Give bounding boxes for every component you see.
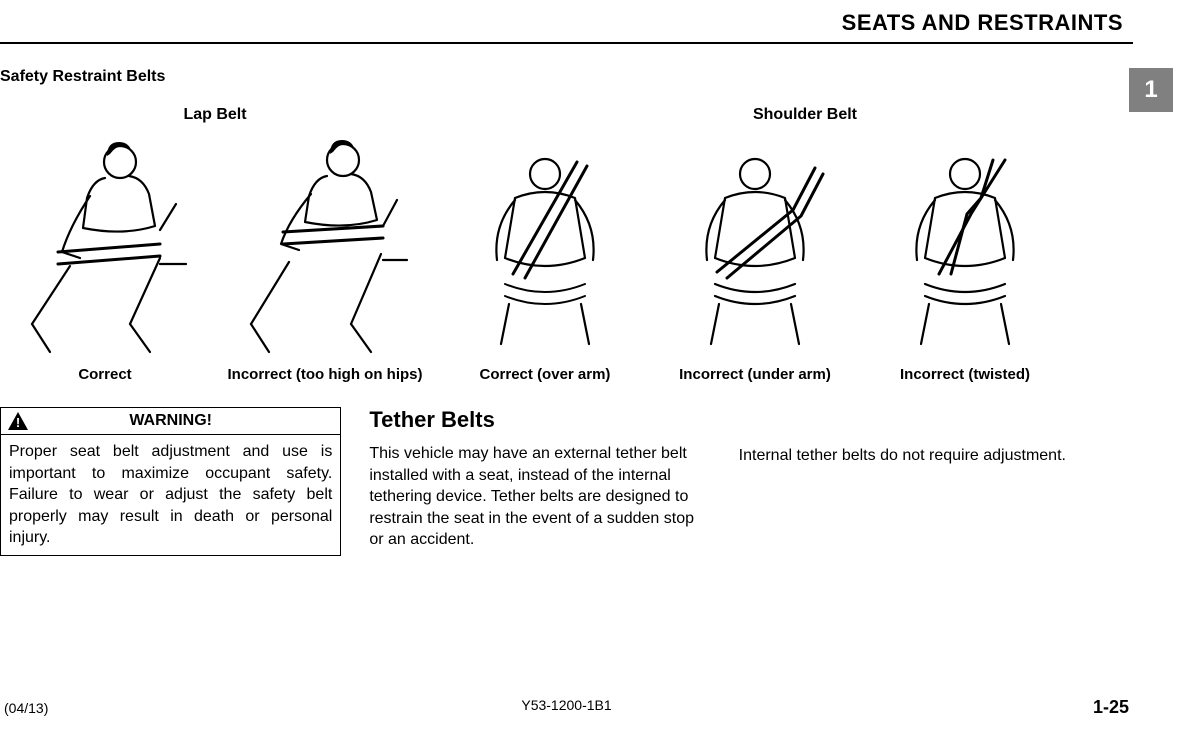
- subheading-safety-belts: Safety Restraint Belts: [0, 68, 1133, 86]
- figure-shoulder-correct: [440, 144, 650, 354]
- section-number-tab: 1: [1129, 68, 1173, 112]
- caption-4: Incorrect (under arm): [650, 366, 860, 383]
- warning-label: WARNING!: [129, 412, 212, 430]
- footer-page-number: 1-25: [1093, 697, 1129, 718]
- warning-text: Proper seat belt adjustment and use is i…: [1, 435, 340, 555]
- illustration-lap-correct: [10, 134, 200, 354]
- warning-header: ! WARNING!: [1, 408, 340, 435]
- header-rule: [0, 42, 1133, 44]
- caption-3: Correct (over arm): [440, 366, 650, 383]
- caption-1: Correct: [0, 366, 210, 383]
- lap-belt-header: Lap Belt: [0, 106, 430, 124]
- tether-text: This vehicle may have an external tether…: [369, 443, 710, 551]
- figure-lap-incorrect: [210, 134, 440, 354]
- tether-heading: Tether Belts: [369, 407, 710, 433]
- header-spacer: [430, 106, 590, 124]
- caption-2: Incorrect (too high on hips): [210, 366, 440, 383]
- column-internal-tether: Internal tether belts do not require adj…: [739, 407, 1080, 556]
- illustration-lap-incorrect: [225, 134, 425, 354]
- figure-shoulder-twisted: [860, 144, 1070, 354]
- warning-box: ! WARNING! Proper seat belt adjustment a…: [0, 407, 341, 556]
- caption-5: Incorrect (twisted): [860, 366, 1070, 383]
- warning-icon: !: [7, 411, 29, 436]
- figure-shoulder-under-arm: [650, 144, 860, 354]
- footer-docnum: Y53-1200-1B1: [521, 697, 611, 713]
- internal-tether-text: Internal tether belts do not require adj…: [739, 445, 1080, 467]
- belt-type-headers: Lap Belt Shoulder Belt: [0, 106, 1080, 124]
- illustration-shoulder-twisted: [875, 144, 1055, 354]
- shoulder-belt-header: Shoulder Belt: [590, 106, 1020, 124]
- svg-text:!: !: [16, 415, 20, 430]
- illustration-shoulder-correct: [455, 144, 635, 354]
- figure-lap-correct: [0, 134, 210, 354]
- figure-captions-row: Correct Incorrect (too high on hips) Cor…: [0, 366, 1080, 383]
- footer-date: (04/13): [4, 700, 48, 716]
- page-footer: (04/13) Y53-1200-1B1 1-25: [0, 697, 1133, 718]
- column-warning: ! WARNING! Proper seat belt adjustment a…: [0, 407, 341, 556]
- column-tether: Tether Belts This vehicle may have an ex…: [369, 407, 710, 556]
- body-columns: ! WARNING! Proper seat belt adjustment a…: [0, 407, 1080, 556]
- illustration-shoulder-under-arm: [665, 144, 845, 354]
- col3-spacer: [739, 407, 1080, 445]
- page-header-title: SEATS AND RESTRAINTS: [0, 10, 1133, 36]
- figures-row: [0, 134, 1080, 354]
